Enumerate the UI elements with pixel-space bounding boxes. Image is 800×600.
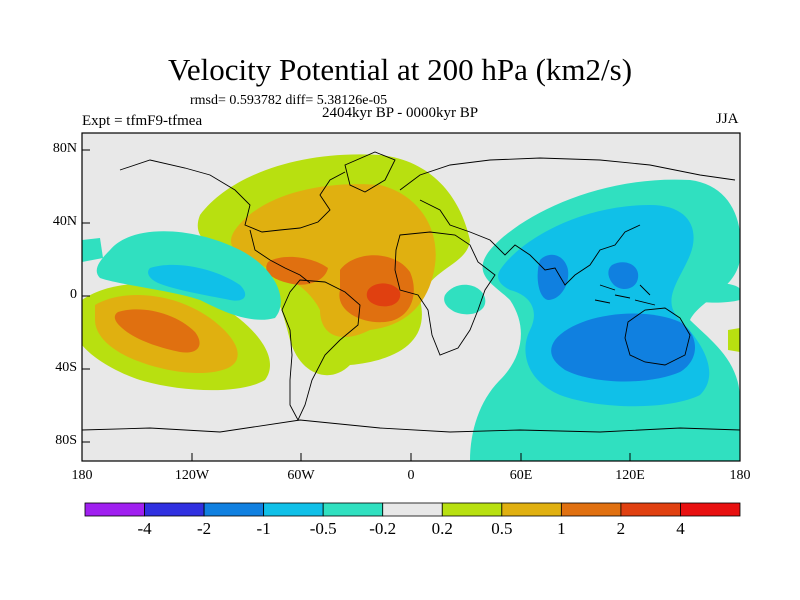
coastline-maritime-continent bbox=[594, 284, 656, 306]
colorbar-swatch bbox=[322, 502, 384, 517]
lat-label-40s: 40S bbox=[55, 360, 77, 375]
lon-label-60w: 60W bbox=[287, 468, 315, 483]
lon-label-180e: 180 bbox=[729, 468, 751, 483]
lat-label-0: 0 bbox=[70, 287, 77, 302]
plot-title: Velocity Potential at 200 hPa (km2/s) bbox=[167, 52, 633, 87]
colorbar-label: 4 bbox=[676, 519, 685, 538]
colorbar-swatch bbox=[560, 502, 622, 517]
coastline-africa bbox=[394, 231, 496, 356]
lon-label-60e: 60E bbox=[509, 468, 533, 483]
coastline-greenland bbox=[344, 151, 396, 193]
colorbar-swatch bbox=[441, 502, 503, 517]
coastline-australia bbox=[624, 307, 691, 366]
colorbar-label: 0.2 bbox=[431, 519, 453, 538]
positive-region-south-pacific-core bbox=[114, 309, 200, 353]
positive-region-east-edge bbox=[728, 328, 740, 352]
colorbar-label: -0.2 bbox=[369, 519, 397, 538]
colorbar-swatch bbox=[382, 502, 443, 517]
coastline-eurasia bbox=[399, 157, 736, 286]
negative-region-east-pacific-inner bbox=[148, 264, 246, 301]
colorbar-label: -2 bbox=[196, 519, 212, 538]
colorbar-label: -4 bbox=[137, 519, 152, 538]
lat-label-80s: 80S bbox=[55, 433, 77, 448]
stats-text: rmsd= 0.593782 diff= 5.38126e-05 bbox=[190, 93, 388, 108]
colorbar-swatch bbox=[84, 502, 145, 517]
lat-label-80n: 80N bbox=[52, 141, 77, 156]
experiment-label: Expt = tfmF9-tfmea bbox=[82, 113, 203, 129]
negative-region-indian-edge bbox=[444, 284, 486, 315]
negative-region-east-edge bbox=[680, 282, 740, 303]
coastline-south-america bbox=[281, 279, 361, 422]
colorbar-swatch bbox=[203, 502, 265, 517]
axis-ticks bbox=[82, 149, 631, 461]
lon-label-120e: 120E bbox=[615, 468, 645, 483]
colorbar-swatch bbox=[680, 502, 741, 517]
lon-label-0: 0 bbox=[407, 468, 415, 483]
contour-field bbox=[82, 133, 740, 461]
colorbar-label: 1 bbox=[557, 519, 566, 538]
colorbar bbox=[84, 502, 741, 517]
coastlines bbox=[82, 151, 740, 433]
lat-label-40n: 40N bbox=[52, 214, 77, 229]
colorbar-label: 0.5 bbox=[491, 519, 513, 538]
negative-region-west-pacific-spot bbox=[608, 262, 639, 290]
coastline-north-america bbox=[119, 159, 346, 284]
positive-region-atlantic-peak bbox=[366, 283, 401, 307]
colorbar-swatch bbox=[501, 502, 562, 517]
colorbar-swatch bbox=[620, 502, 681, 517]
season-label: JJA bbox=[716, 111, 739, 127]
period-label: 2404kyr BP - 0000kyr BP bbox=[322, 105, 479, 121]
colorbar-swatch bbox=[144, 502, 205, 517]
colorbar-swatch bbox=[263, 502, 324, 517]
negative-region-west-edge bbox=[82, 238, 103, 262]
lon-label-180w: 180 bbox=[71, 468, 93, 483]
lon-label-120w: 120W bbox=[174, 468, 210, 483]
colorbar-label: -1 bbox=[256, 519, 271, 538]
positive-region-caribbean bbox=[266, 256, 328, 285]
colorbar-label: 2 bbox=[616, 519, 626, 538]
colorbar-label: -0.5 bbox=[309, 519, 337, 538]
coastline-antarctica bbox=[82, 419, 740, 433]
negative-region-bay-of-bengal bbox=[537, 254, 569, 300]
